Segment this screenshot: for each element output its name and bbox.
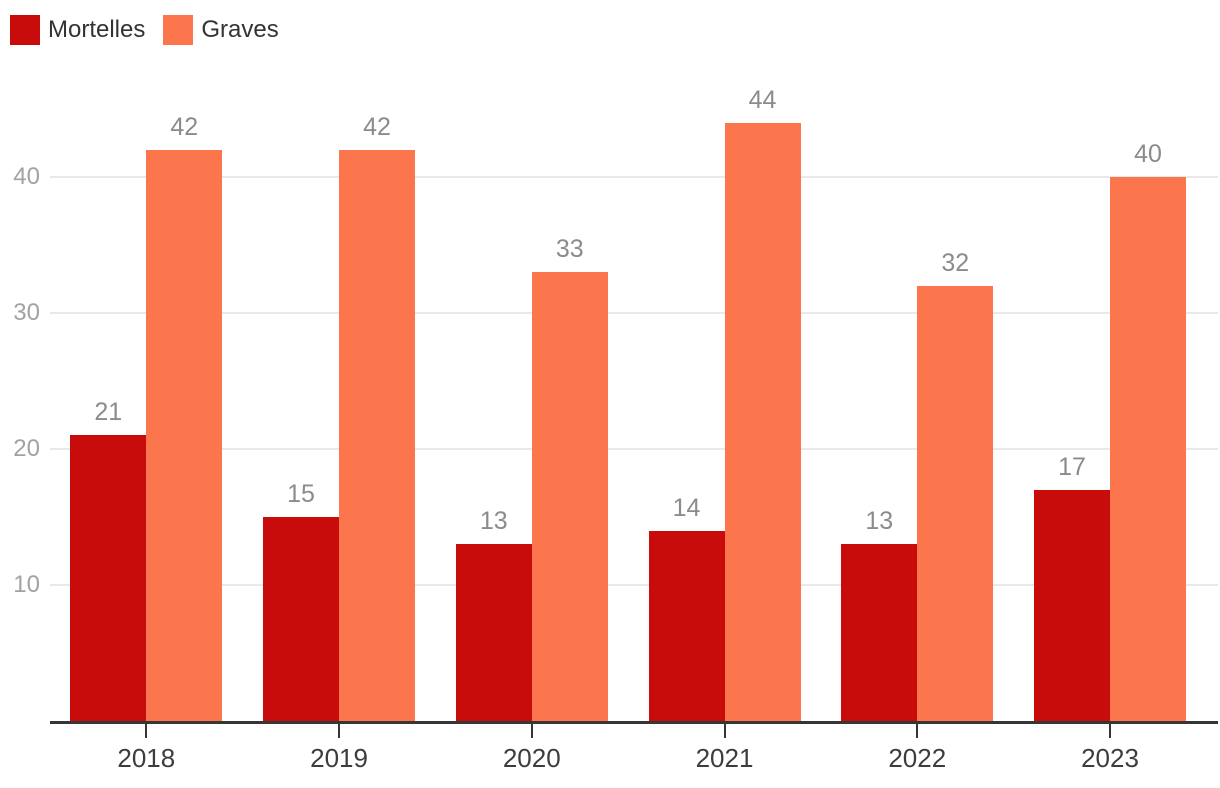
legend-item-mortelles: Mortelles <box>10 15 145 45</box>
bar-graves-2020[interactable] <box>531 272 608 721</box>
y-axis-label-40: 40 <box>13 163 40 190</box>
value-label-graves-2019: 42 <box>363 112 391 141</box>
bar-mortelles-2022[interactable] <box>841 544 918 721</box>
graves-swatch-icon <box>163 15 194 45</box>
value-label-mortelles-2020: 13 <box>479 507 508 536</box>
x-axis-label-2020: 2020 <box>502 743 561 773</box>
mortelles-swatch-icon <box>10 15 40 45</box>
bar-mortelles-2020[interactable] <box>455 544 532 721</box>
value-label-mortelles-2019: 15 <box>287 480 315 508</box>
bar-mortelles-2023[interactable] <box>1034 489 1110 721</box>
gridline-20 <box>50 448 1218 450</box>
bar-graves-2022[interactable] <box>917 285 994 721</box>
value-label-mortelles-2018: 21 <box>94 398 123 427</box>
y-axis-label-20: 20 <box>13 435 40 462</box>
legend-item-graves: Graves <box>163 15 279 45</box>
y-axis-label-10: 10 <box>13 571 40 598</box>
chart-legend: Mortelles Graves <box>10 15 279 45</box>
x-axis-tick-2019 <box>338 724 341 738</box>
legend-label-graves: Graves <box>201 16 279 43</box>
x-axis-label-2018: 2018 <box>117 743 176 773</box>
value-label-mortelles-2023: 17 <box>1058 452 1086 481</box>
bar-graves-2023[interactable] <box>1110 177 1186 721</box>
x-axis-label-2021: 2021 <box>695 743 754 773</box>
x-axis-tick-2021 <box>723 724 726 738</box>
bar-mortelles-2018[interactable] <box>70 435 147 721</box>
bar-graves-2019[interactable] <box>339 149 416 721</box>
value-label-mortelles-2021: 14 <box>672 493 701 522</box>
value-label-graves-2022: 32 <box>941 248 970 277</box>
gridline-30 <box>50 312 1218 314</box>
value-label-mortelles-2022: 13 <box>865 507 894 536</box>
bar-mortelles-2021[interactable] <box>648 530 725 721</box>
x-axis-line <box>50 721 1218 724</box>
x-axis-label-2019: 2019 <box>310 743 368 773</box>
value-label-graves-2021: 44 <box>748 85 777 114</box>
x-axis-label-2023: 2023 <box>1081 743 1139 773</box>
bar-graves-2018[interactable] <box>146 149 223 721</box>
value-label-graves-2018: 42 <box>170 112 199 141</box>
value-label-graves-2023: 40 <box>1134 140 1162 168</box>
value-label-graves-2020: 33 <box>555 235 584 264</box>
bar-graves-2021[interactable] <box>724 122 801 721</box>
x-axis-tick-2020 <box>530 724 533 738</box>
x-axis-tick-2023 <box>1109 724 1111 738</box>
gridline-40 <box>50 176 1218 178</box>
x-axis-tick-2018 <box>145 724 148 738</box>
legend-label-mortelles: Mortelles <box>48 16 146 43</box>
x-axis-label-2022: 2022 <box>888 743 947 773</box>
bar-mortelles-2019[interactable] <box>263 517 340 721</box>
x-axis-tick-2022 <box>916 724 919 738</box>
y-axis-label-30: 30 <box>13 299 40 326</box>
gridline-10 <box>50 584 1218 586</box>
